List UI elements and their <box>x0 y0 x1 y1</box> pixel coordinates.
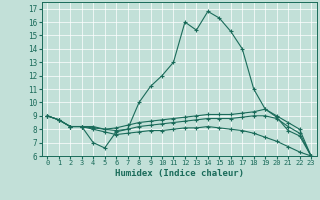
X-axis label: Humidex (Indice chaleur): Humidex (Indice chaleur) <box>115 169 244 178</box>
